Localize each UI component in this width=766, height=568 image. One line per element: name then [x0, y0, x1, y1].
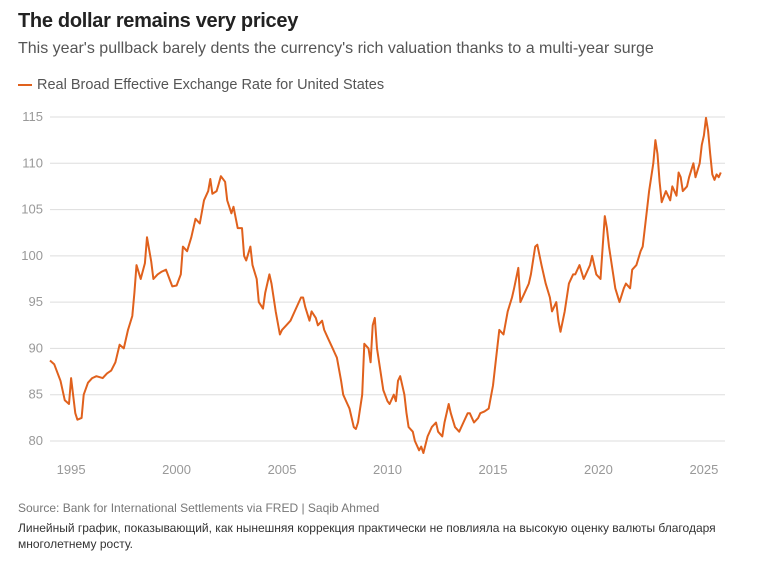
- legend-swatch: [18, 83, 32, 87]
- y-tick-label: 80: [29, 433, 43, 448]
- x-tick-label: 2010: [373, 462, 402, 477]
- x-tick-label: 2015: [479, 462, 508, 477]
- legend: Real Broad Effective Exchange Rate for U…: [18, 77, 384, 93]
- y-tick-label: 115: [22, 109, 43, 124]
- x-tick-label: 2000: [162, 462, 191, 477]
- legend-label: Real Broad Effective Exchange Rate for U…: [37, 77, 385, 93]
- x-tick-label: 1995: [57, 462, 86, 477]
- y-tick-label: 110: [22, 155, 43, 170]
- x-tick-label: 2025: [689, 462, 718, 477]
- y-tick-label: 105: [21, 202, 43, 217]
- y-tick-label: 100: [21, 248, 43, 263]
- y-tick-label: 85: [29, 387, 43, 402]
- chart-title: The dollar remains very pricey: [18, 10, 299, 32]
- y-tick-label: 90: [29, 340, 43, 355]
- chart-description: Линейный график, показывающий, как нынеш…: [18, 521, 716, 551]
- y-axis-ticks: 80 85 90 95 100 105 110 115: [21, 109, 43, 448]
- grid-lines: [50, 116, 725, 442]
- series-line: [49, 116, 722, 454]
- source-note: Source: Bank for International Settlemen…: [18, 501, 380, 515]
- chart-subtitle: This year's pullback barely dents the cu…: [18, 40, 654, 57]
- x-tick-label: 2005: [268, 462, 297, 477]
- y-tick-label: 95: [29, 294, 43, 309]
- x-tick-label: 2020: [584, 462, 613, 477]
- x-axis-ticks: 1995 2000 2005 2010 2015 2020 2025: [57, 462, 719, 477]
